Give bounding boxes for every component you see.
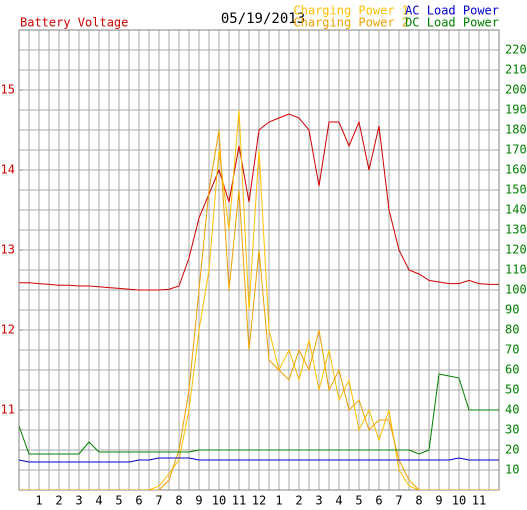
y2-tick-label: 220	[505, 43, 527, 57]
y2-tick-label: 40	[505, 403, 519, 417]
y2-tick-label: 90	[505, 303, 519, 317]
x-tick-label: 3	[315, 494, 322, 508]
data-line	[19, 129, 499, 490]
y2-tick-label: 50	[505, 383, 519, 397]
x-tick-label: 6	[375, 494, 382, 508]
y-tick-label: 12	[1, 323, 15, 337]
y2-tick-label: 80	[505, 323, 519, 337]
x-tick-label: 4	[335, 494, 342, 508]
y2-tick-label: 160	[505, 163, 527, 177]
x-tick-label: 9	[195, 494, 202, 508]
y2-tick-label: 130	[505, 223, 527, 237]
y2-tick-label: 60	[505, 363, 519, 377]
x-tick-label: 6	[135, 494, 142, 508]
data-line	[19, 113, 499, 291]
y2-tick-label: 70	[505, 343, 519, 357]
y2-tick-label: 120	[505, 243, 527, 257]
y2-tick-label: 180	[505, 123, 527, 137]
y2-tick-label: 100	[505, 283, 527, 297]
y2-tick-label: 10	[505, 463, 519, 477]
y2-tick-label: 20	[505, 443, 519, 457]
legend-label: Charging Power 1	[293, 4, 409, 18]
legend-label: DC Load Power	[405, 16, 499, 30]
plot-frame	[18, 29, 500, 491]
y2-tick-label: 210	[505, 63, 527, 77]
x-tick-label: 1	[275, 494, 282, 508]
x-tick-label: 5	[355, 494, 362, 508]
x-tick-label: 4	[95, 494, 102, 508]
y-tick-label: 11	[1, 403, 15, 417]
data-line	[19, 457, 499, 463]
x-tick-label: 7	[395, 494, 402, 508]
y2-tick-label: 110	[505, 263, 527, 277]
y2-tick-label: 150	[505, 183, 527, 197]
legend-label: Charging Power 2	[293, 16, 409, 30]
y2-tick-label: 30	[505, 423, 519, 437]
x-tick-label: 2	[55, 494, 62, 508]
x-tick-label: 5	[115, 494, 122, 508]
x-tick-label: 11	[232, 494, 246, 508]
x-tick-label: 12	[252, 494, 266, 508]
legend-label: AC Load Power	[405, 4, 499, 18]
x-tick-label: 3	[75, 494, 82, 508]
x-tick-label: 8	[415, 494, 422, 508]
x-tick-label: 11	[472, 494, 486, 508]
x-tick-label: 7	[155, 494, 162, 508]
y2-tick-label: 190	[505, 103, 527, 117]
chart-title: 05/19/2013	[221, 11, 305, 27]
y2-tick-label: 140	[505, 203, 527, 217]
x-tick-label: 8	[175, 494, 182, 508]
y-tick-label: 14	[1, 163, 15, 177]
x-tick-label: 2	[295, 494, 302, 508]
x-tick-label: 9	[435, 494, 442, 508]
x-tick-label: 1	[35, 494, 42, 508]
y2-tick-label: 170	[505, 143, 527, 157]
x-tick-label: 10	[212, 494, 226, 508]
y-tick-label: 13	[1, 243, 15, 257]
data-line	[19, 373, 499, 455]
data-line	[19, 109, 499, 490]
legend-label: Battery Voltage	[20, 16, 128, 30]
y2-tick-label: 200	[505, 83, 527, 97]
x-tick-label: 10	[452, 494, 466, 508]
y-tick-label: 15	[1, 83, 15, 97]
